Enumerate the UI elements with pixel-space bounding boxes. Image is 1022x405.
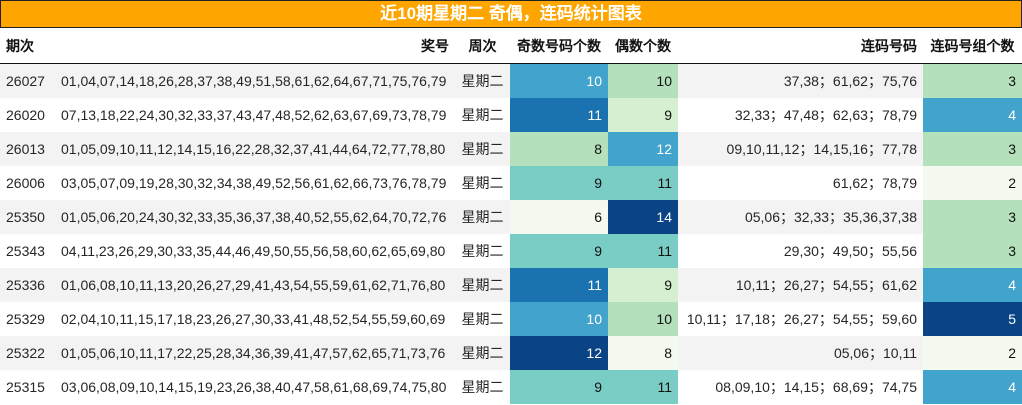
col-header-odd-count: 奇数号码个数 [510, 28, 608, 64]
group-count-cell: 3 [923, 63, 1022, 98]
col-header-weekday: 周次 [455, 28, 510, 64]
table-row: 25336 01,06,08,10,11,13,20,26,27,29,41,43… [0, 268, 1022, 302]
odd-count-cell: 8 [510, 132, 608, 166]
odd-count-cell: 12 [510, 336, 608, 370]
consecutive-cell: 37,38；61,62；75,76 [678, 63, 923, 98]
weekday-cell: 星期二 [455, 200, 510, 234]
numbers-cell: 01,05,09,10,11,12,14,15,16,22,28,32,37,4… [55, 132, 455, 166]
group-count-cell: 2 [923, 166, 1022, 200]
table-row: 25343 04,11,23,26,29,30,33,35,44,46,49,50… [0, 234, 1022, 268]
consecutive-cell: 09,10,11,12；14,15,16；77,78 [678, 132, 923, 166]
even-count-cell: 9 [608, 98, 678, 132]
odd-count-cell: 6 [510, 200, 608, 234]
table-row: 26020 07,13,18,22,24,30,32,33,37,43,47,48… [0, 98, 1022, 132]
group-count-cell: 3 [923, 234, 1022, 268]
weekday-cell: 星期二 [455, 302, 510, 336]
col-header-numbers: 奖号 [55, 28, 455, 64]
issue-cell: 25315 [0, 370, 55, 404]
issue-cell: 25343 [0, 234, 55, 268]
group-count-cell: 4 [923, 268, 1022, 302]
issue-cell: 26027 [0, 63, 55, 98]
table-row: 26006 03,05,07,09,19,28,30,32,34,38,49,52… [0, 166, 1022, 200]
even-count-cell: 10 [608, 63, 678, 98]
odd-count-cell: 10 [510, 302, 608, 336]
group-count-cell: 4 [923, 98, 1022, 132]
weekday-cell: 星期二 [455, 98, 510, 132]
col-header-group-count: 连码号组个数 [923, 28, 1022, 64]
numbers-cell: 01,06,08,10,11,13,20,26,27,29,41,43,54,5… [55, 268, 455, 302]
chart-title: 近10期星期二 奇偶，连码统计图表 [0, 0, 1022, 28]
even-count-cell: 14 [608, 200, 678, 234]
table-row: 26013 01,05,09,10,11,12,14,15,16,22,28,32… [0, 132, 1022, 166]
odd-count-cell: 10 [510, 63, 608, 98]
weekday-cell: 星期二 [455, 234, 510, 268]
table-row: 25315 03,06,08,09,10,14,15,19,23,26,38,40… [0, 370, 1022, 404]
issue-cell: 25336 [0, 268, 55, 302]
numbers-cell: 02,04,10,11,15,17,18,23,26,27,30,33,41,4… [55, 302, 455, 336]
group-count-cell: 3 [923, 200, 1022, 234]
numbers-cell: 04,11,23,26,29,30,33,35,44,46,49,50,55,5… [55, 234, 455, 268]
odd-count-cell: 9 [510, 166, 608, 200]
issue-cell: 25329 [0, 302, 55, 336]
group-count-cell: 3 [923, 132, 1022, 166]
even-count-cell: 9 [608, 268, 678, 302]
even-count-cell: 10 [608, 302, 678, 336]
col-header-even-count: 偶数个数 [608, 28, 678, 64]
weekday-cell: 星期二 [455, 63, 510, 98]
numbers-cell: 01,05,06,20,24,30,32,33,35,36,37,38,40,5… [55, 200, 455, 234]
odd-count-cell: 9 [510, 234, 608, 268]
issue-cell: 26006 [0, 166, 55, 200]
numbers-cell: 03,06,08,09,10,14,15,19,23,26,38,40,47,5… [55, 370, 455, 404]
table-row: 26027 01,04,07,14,18,26,28,37,38,49,51,58… [0, 63, 1022, 98]
table-header-row: 期次 奖号 周次 奇数号码个数 偶数个数 连码号码 连码号组个数 [0, 28, 1022, 64]
even-count-cell: 12 [608, 132, 678, 166]
issue-cell: 25322 [0, 336, 55, 370]
consecutive-cell: 10,11；17,18；26,27；54,55；59,60 [678, 302, 923, 336]
consecutive-cell: 10,11；26,27；54,55；61,62 [678, 268, 923, 302]
issue-cell: 26013 [0, 132, 55, 166]
consecutive-cell: 08,09,10；14,15；68,69；74,75 [678, 370, 923, 404]
table-row: 25322 01,05,06,10,11,17,22,25,28,34,36,39… [0, 336, 1022, 370]
numbers-cell: 01,05,06,10,11,17,22,25,28,34,36,39,41,4… [55, 336, 455, 370]
numbers-cell: 03,05,07,09,19,28,30,32,34,38,49,52,56,6… [55, 166, 455, 200]
table-row: 25350 01,05,06,20,24,30,32,33,35,36,37,38… [0, 200, 1022, 234]
weekday-cell: 星期二 [455, 132, 510, 166]
consecutive-cell: 61,62；78,79 [678, 166, 923, 200]
col-header-issue: 期次 [0, 28, 55, 64]
issue-cell: 26020 [0, 98, 55, 132]
stats-table: 期次 奖号 周次 奇数号码个数 偶数个数 连码号码 连码号组个数 26027 01… [0, 28, 1022, 404]
even-count-cell: 11 [608, 234, 678, 268]
even-count-cell: 11 [608, 370, 678, 404]
weekday-cell: 星期二 [455, 268, 510, 302]
weekday-cell: 星期二 [455, 336, 510, 370]
group-count-cell: 5 [923, 302, 1022, 336]
consecutive-cell: 32,33；47,48；62,63；78,79 [678, 98, 923, 132]
odd-count-cell: 11 [510, 268, 608, 302]
col-header-consecutive: 连码号码 [678, 28, 923, 64]
odd-count-cell: 11 [510, 98, 608, 132]
even-count-cell: 8 [608, 336, 678, 370]
weekday-cell: 星期二 [455, 166, 510, 200]
consecutive-cell: 29,30；49,50；55,56 [678, 234, 923, 268]
numbers-cell: 01,04,07,14,18,26,28,37,38,49,51,58,61,6… [55, 63, 455, 98]
weekday-cell: 星期二 [455, 370, 510, 404]
group-count-cell: 2 [923, 336, 1022, 370]
odd-count-cell: 9 [510, 370, 608, 404]
group-count-cell: 4 [923, 370, 1022, 404]
consecutive-cell: 05,06；10,11 [678, 336, 923, 370]
issue-cell: 25350 [0, 200, 55, 234]
even-count-cell: 11 [608, 166, 678, 200]
numbers-cell: 07,13,18,22,24,30,32,33,37,43,47,48,52,6… [55, 98, 455, 132]
table-row: 25329 02,04,10,11,15,17,18,23,26,27,30,33… [0, 302, 1022, 336]
consecutive-cell: 05,06；32,33；35,36,37,38 [678, 200, 923, 234]
